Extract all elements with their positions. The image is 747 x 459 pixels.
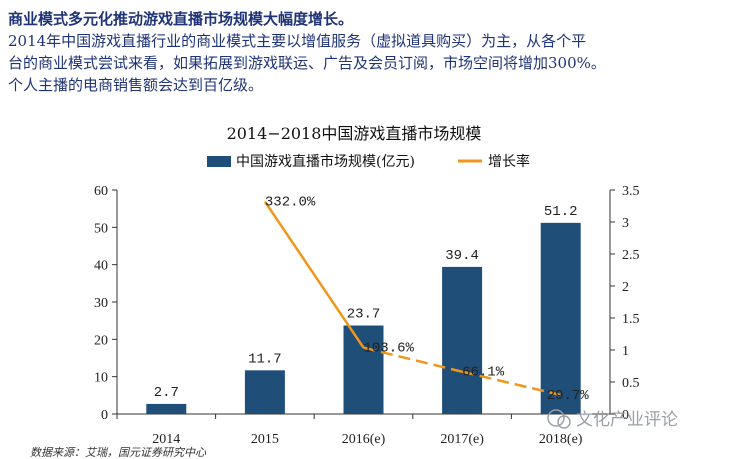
intro-line: 台的商业模式尝试来看，如果拓展到游戏联运、广告及会员订阅，市场空间将增加300%… bbox=[8, 54, 606, 72]
legend-line-label: 增长率 bbox=[488, 153, 530, 170]
left-axis-tick-label: 20 bbox=[94, 333, 108, 348]
legend-bar-label: 中国游戏直播市场规模(亿元) bbox=[236, 153, 415, 170]
growth-line-segment bbox=[263, 200, 365, 349]
bar-value-label: 2.7 bbox=[154, 385, 179, 401]
left-axis-tick-label: 0 bbox=[101, 408, 108, 423]
left-axis-tick-label: 60 bbox=[94, 184, 108, 199]
x-axis-tick-label: 2014 bbox=[152, 432, 180, 447]
growth-rate-label: 103.6% bbox=[364, 341, 415, 357]
bar bbox=[244, 370, 285, 414]
intro-line: 个人主播的电商销售额会达到百亿级。 bbox=[8, 76, 264, 94]
bar-value-label: 11.7 bbox=[248, 351, 282, 367]
intro-text: 商业模式多元化推动游戏直播市场规模大幅度增长。 2014年中国游戏直播行业的商业… bbox=[8, 8, 743, 96]
bar bbox=[146, 403, 187, 414]
intro-line: 2014年中国游戏直播行业的商业模式主要以增值服务（虚拟道具购买）为主，从各个平 bbox=[8, 32, 587, 50]
bar bbox=[343, 325, 384, 414]
right-axis-tick-label: 3.5 bbox=[622, 184, 640, 199]
bar bbox=[540, 222, 581, 414]
growth-rate-label: 66.1% bbox=[462, 365, 505, 381]
x-axis-tick-label: 2016(e) bbox=[342, 432, 386, 447]
x-axis-tick-label: 2015 bbox=[251, 432, 279, 447]
watermark-text: 文化产业评论 bbox=[576, 410, 678, 430]
right-axis-tick-label: 3 bbox=[622, 216, 629, 231]
right-axis-tick-label: 0.5 bbox=[622, 376, 640, 391]
right-axis-tick-label: 2.5 bbox=[622, 248, 640, 263]
watermark: 文化产业评论 bbox=[547, 409, 678, 430]
left-axis-tick-label: 10 bbox=[94, 371, 108, 386]
right-axis-tick-label: 1 bbox=[622, 344, 629, 359]
bar-value-label: 39.4 bbox=[445, 248, 479, 264]
legend: 中国游戏直播市场规模(亿元) 增长率 bbox=[207, 153, 530, 170]
wechat-icon-secondary bbox=[557, 415, 571, 429]
source-note: 数据来源：艾瑞，国元证券研究中心 bbox=[30, 446, 207, 459]
chart-title: 2014−2018中国游戏直播市场规模 bbox=[227, 124, 482, 143]
plot-area: 0 10 20 30 40 50 60 0 0.5 1 1.5 2 2.5 3 3.5 2.7 2014 11.7… bbox=[94, 184, 640, 447]
left-axis-tick-label: 30 bbox=[94, 296, 108, 311]
right-axis-tick-label: 1.5 bbox=[622, 312, 640, 327]
bar bbox=[442, 266, 483, 414]
growth-rate-label: 332.0% bbox=[265, 195, 316, 211]
left-axis-tick-label: 50 bbox=[94, 221, 108, 236]
wechat-icon bbox=[547, 409, 565, 427]
x-axis-tick-label: 2018(e) bbox=[539, 432, 583, 447]
x-axis-tick-label: 2017(e) bbox=[440, 432, 484, 447]
left-axis-tick-label: 40 bbox=[94, 259, 108, 274]
right-axis-tick-label: 0 bbox=[622, 408, 629, 423]
right-axis-tick-label: 2 bbox=[622, 280, 629, 295]
bar-value-label: 51.2 bbox=[544, 204, 578, 220]
bar-value-label: 23.7 bbox=[347, 307, 381, 323]
legend-bar-swatch bbox=[207, 156, 231, 167]
intro-headline: 商业模式多元化推动游戏直播市场规模大幅度增长。 bbox=[8, 10, 354, 28]
growth-rate-label: 29.7% bbox=[547, 388, 590, 404]
